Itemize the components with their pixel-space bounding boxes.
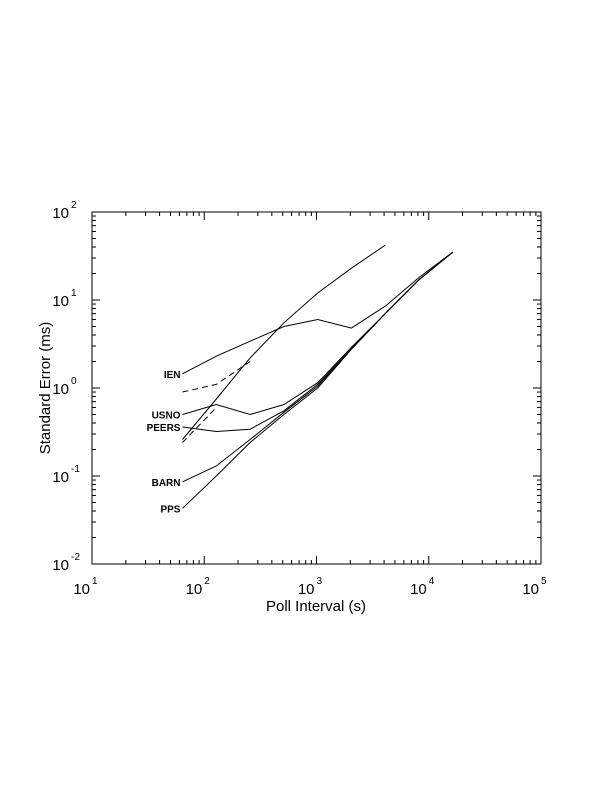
series-2-line (182, 361, 251, 393)
y-tick-label: 10 -2 (52, 552, 80, 574)
y-tick-base: 10 (52, 381, 69, 398)
y-tick-base: 10 (52, 205, 69, 222)
series-ien-line (182, 251, 454, 375)
series-lines (182, 244, 454, 509)
x-tick-label: 10 1 (73, 576, 98, 598)
series-peers-line (182, 251, 454, 433)
x-tick-label: 10 2 (186, 576, 211, 598)
y-tick-exponent: 2 (71, 200, 77, 211)
x-tick-exponent: 2 (204, 576, 210, 587)
major-ticks (91, 211, 542, 565)
y-tick-base: 10 (52, 469, 69, 486)
label-ien: IEN (164, 370, 181, 381)
y-tick-base: 10 (52, 293, 69, 310)
y-tick-label: 10 0 (52, 376, 77, 398)
y-axis-title: Standard Error (ms) (37, 322, 54, 455)
x-axis-title: Poll Interval (s) (266, 598, 366, 615)
minor-ticks (92, 212, 541, 564)
label-barn: BARN (152, 478, 181, 489)
x-tick-exponent: 5 (541, 576, 547, 587)
label-peers: PEERS (147, 423, 181, 434)
x-tick-exponent: 1 (92, 576, 98, 587)
series-pps-line (182, 251, 454, 509)
x-tick-label: 10 4 (410, 576, 435, 598)
series-labels: IEN USNO PEERS BARN PPS (147, 370, 181, 515)
label-pps: PPS (160, 504, 180, 515)
label-usno: USNO (152, 410, 181, 421)
x-tick-base: 10 (410, 581, 427, 598)
x-tick-base: 10 (522, 581, 539, 598)
series-4-line (182, 407, 217, 443)
x-tick-base: 10 (186, 581, 203, 598)
x-tick-base: 10 (73, 581, 90, 598)
x-tick-label: 10 3 (298, 576, 323, 598)
y-tick-base: 10 (52, 557, 69, 574)
x-tick-base: 10 (298, 581, 315, 598)
y-tick-label: 10 1 (52, 288, 77, 310)
x-tick-label: 10 5 (522, 576, 547, 598)
plot-frame (91, 211, 542, 565)
y-tick-exponent: 0 (71, 376, 77, 387)
y-tick-exponent: 1 (71, 288, 77, 299)
y-tick-exponent: -2 (71, 552, 80, 563)
x-tick-exponent: 3 (317, 576, 323, 587)
series-3-line (182, 244, 386, 440)
y-tick-label: 10 2 (52, 200, 77, 222)
x-tick-labels: 10 1 10 2 10 3 10 4 10 5 (73, 576, 547, 598)
y-tick-exponent: -1 (71, 464, 80, 475)
x-tick-exponent: 4 (429, 576, 435, 587)
y-tick-label: 10 -1 (52, 464, 80, 486)
